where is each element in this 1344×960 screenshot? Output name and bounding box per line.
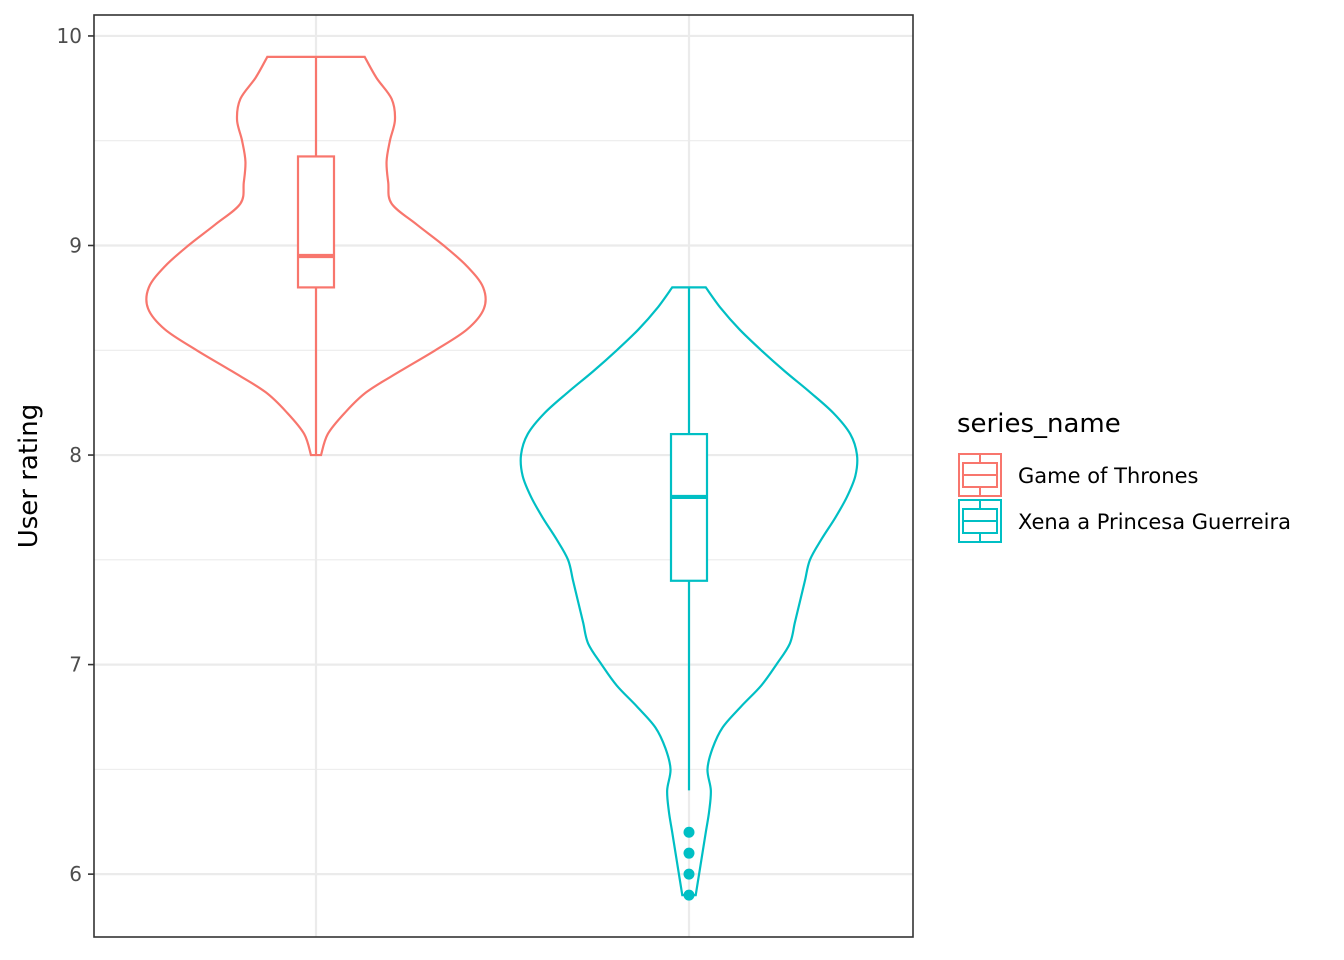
y-tick-label: 9 bbox=[69, 234, 82, 258]
legend-item: Game of Thrones bbox=[958, 453, 1198, 497]
y-axis-title: User rating bbox=[14, 404, 44, 549]
outlier-point bbox=[683, 847, 695, 859]
y-axis-ticks: 6 7 8 9 10 bbox=[57, 24, 94, 886]
y-tick-label: 8 bbox=[69, 443, 82, 467]
legend-item: Xena a Princesa Guerreira bbox=[958, 499, 1291, 543]
boxplots bbox=[296, 56, 709, 901]
violin-2 bbox=[519, 286, 859, 897]
y-tick-label: 6 bbox=[69, 862, 82, 886]
outlier-point bbox=[683, 868, 695, 880]
outlier-point bbox=[683, 889, 695, 901]
legend: series_name Game of Thrones Xena a Prince… bbox=[957, 409, 1291, 543]
panel-border bbox=[93, 14, 914, 938]
y-tick-label: 10 bbox=[57, 24, 82, 48]
violins bbox=[145, 55, 859, 897]
box-iqr bbox=[296, 155, 336, 289]
box-iqr bbox=[669, 432, 709, 582]
legend-label: Game of Thrones bbox=[1018, 464, 1198, 488]
legend-title: series_name bbox=[957, 409, 1121, 439]
minor-gridlines bbox=[94, 140, 913, 770]
y-tick-label: 7 bbox=[69, 653, 82, 677]
outlier-point bbox=[683, 826, 695, 838]
legend-items: Game of Thrones Xena a Princesa Guerreira bbox=[958, 453, 1291, 543]
violin-1 bbox=[145, 55, 487, 457]
legend-label: Xena a Princesa Guerreira bbox=[1018, 510, 1291, 534]
